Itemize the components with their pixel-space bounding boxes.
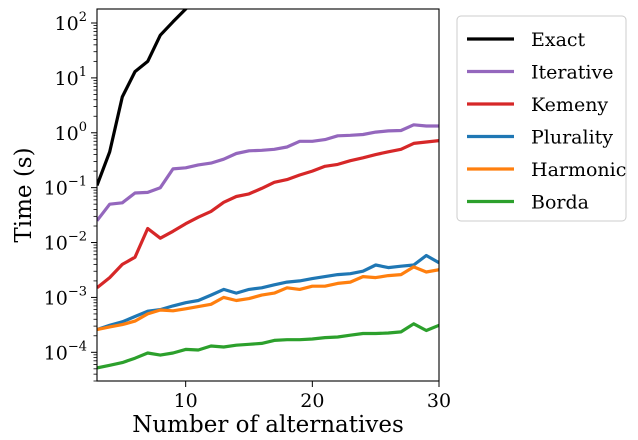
series-line-exact xyxy=(97,9,189,186)
series-line-kemeny xyxy=(97,139,439,290)
y-tick-label: 100 xyxy=(55,120,87,145)
y-axis-label: Time (s) xyxy=(11,147,37,242)
x-tick-label: 30 xyxy=(427,390,451,412)
x-tick-label: 10 xyxy=(174,390,198,412)
x-tick-label: 20 xyxy=(300,390,324,412)
x-axis-label: Number of alternatives xyxy=(132,412,404,438)
y-tick-label: 102 xyxy=(55,10,87,35)
legend-label-borda: Borda xyxy=(531,192,589,214)
y-tick-label: 10−1 xyxy=(44,175,87,200)
legend-label-kemeny: Kemeny xyxy=(531,94,608,116)
series-line-harmonic xyxy=(97,265,439,332)
series-layer xyxy=(97,9,439,370)
y-tick-label: 10−2 xyxy=(44,230,87,255)
legend-label-plurality: Plurality xyxy=(531,127,613,149)
y-axis: 10−4 10−3 10−2 10−1 100 101 102 xyxy=(44,10,97,382)
legend-label-harmonic: Harmonic xyxy=(531,159,626,181)
legend-label-exact: Exact xyxy=(531,29,586,51)
y-tick-label: 10−3 xyxy=(44,284,87,309)
y-tick-label: 101 xyxy=(55,65,87,90)
y-tick-label: 10−4 xyxy=(44,339,87,364)
legend-label-iterative: Iterative xyxy=(531,62,614,84)
series-line-iterative xyxy=(97,123,439,222)
x-axis: 10 20 30 xyxy=(174,381,451,412)
series-line-borda xyxy=(97,322,439,370)
plot-frame xyxy=(96,8,440,382)
legend: Exact Iterative Kemeny Plurality Harmonic Bor… xyxy=(456,15,627,222)
